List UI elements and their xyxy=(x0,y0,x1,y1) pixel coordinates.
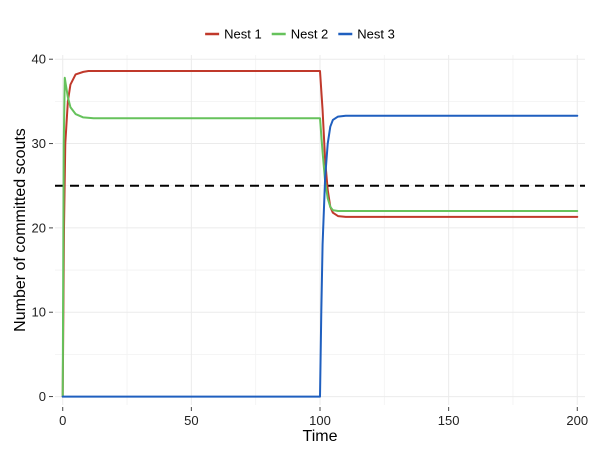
x-tick-label: 0 xyxy=(59,413,66,428)
x-tick-label: 200 xyxy=(566,413,588,428)
y-tick-label: 40 xyxy=(32,52,46,67)
legend: Nest 1 Nest 2 Nest 3 xyxy=(205,27,395,42)
legend-label: Nest 2 xyxy=(291,27,329,42)
y-axis-title: Number of committed scouts xyxy=(12,128,29,332)
legend-item-nest-3: Nest 3 xyxy=(338,27,395,42)
series-line-nest-1 xyxy=(61,70,579,398)
legend-label: Nest 3 xyxy=(357,27,395,42)
x-axis: 0 50 100 150 200 xyxy=(59,407,588,428)
y-tick-label: 20 xyxy=(32,220,46,235)
legend-item-nest-1: Nest 1 xyxy=(205,27,262,42)
series-layer xyxy=(61,70,579,398)
y-tick-label: 0 xyxy=(39,389,46,404)
x-tick-label: 50 xyxy=(184,413,198,428)
x-axis-title: Time xyxy=(303,428,338,445)
x-tick-label: 100 xyxy=(309,413,331,428)
y-tick-label: 30 xyxy=(32,136,46,151)
x-tick-label: 150 xyxy=(438,413,460,428)
y-axis: 0 10 20 30 40 xyxy=(32,52,53,404)
series-line-nest-2 xyxy=(61,76,579,398)
legend-item-nest-2: Nest 2 xyxy=(271,27,329,42)
series-line-nest-3 xyxy=(61,114,579,398)
legend-label: Nest 1 xyxy=(224,27,262,42)
y-tick-label: 10 xyxy=(32,305,46,320)
